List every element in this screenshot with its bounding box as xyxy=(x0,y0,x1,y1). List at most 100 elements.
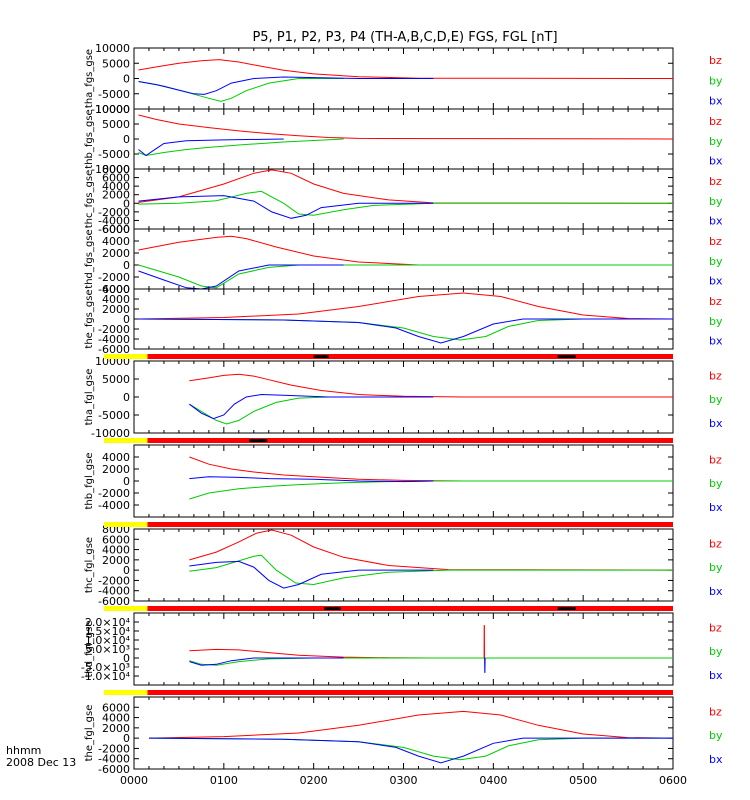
legend-by: by xyxy=(709,255,723,268)
panel-frame xyxy=(133,168,674,230)
legend-by: by xyxy=(709,315,723,328)
y-tick-label: -2000 xyxy=(98,574,130,587)
series-line-bx xyxy=(138,138,284,157)
series-line-bx xyxy=(189,393,434,420)
series-line-bz xyxy=(189,373,673,398)
y-tick-label: 0 xyxy=(123,73,130,86)
series-line-by xyxy=(138,138,344,157)
status-bar xyxy=(104,438,673,443)
y-tick-label: 5000 xyxy=(102,118,130,131)
x-tick-label: 0200 xyxy=(300,774,328,787)
y-axis-label: thc_fgl_gse xyxy=(84,537,95,593)
status-bar-red xyxy=(104,354,673,359)
y-axis-label: thb_fgs_gse xyxy=(84,109,95,168)
y-tick-label: 2000 xyxy=(102,722,130,735)
legend-bx: bx xyxy=(709,669,723,682)
series-line-bz xyxy=(138,235,673,266)
y-tick-label: 6000 xyxy=(102,223,130,236)
legend-by: by xyxy=(709,74,723,87)
legend-bx: bx xyxy=(709,275,723,288)
legend-bz: bz xyxy=(709,115,722,128)
y-tick-label: 0 xyxy=(123,313,130,326)
y-tick-label: -10000 xyxy=(91,427,130,440)
legend-by: by xyxy=(709,135,723,148)
y-axis-label: thd_fgs_gse xyxy=(84,229,95,288)
y-tick-label: -4000 xyxy=(98,214,130,227)
y-axis-label: thb_fgl_gse xyxy=(84,453,95,510)
status-bar-mark xyxy=(557,607,576,610)
y-tick-label: -4000 xyxy=(98,333,130,346)
status-bar-red xyxy=(104,606,673,611)
status-bar-yellow xyxy=(104,354,148,359)
panel-frame xyxy=(133,696,674,770)
series-line-by xyxy=(189,657,673,666)
y-tick-label: -6000 xyxy=(98,763,130,776)
legend-by: by xyxy=(709,477,723,490)
y-tick-label: 1.5×10⁴ xyxy=(85,625,131,638)
status-bar-mark xyxy=(313,355,329,358)
legend-bz: bz xyxy=(709,235,722,248)
y-tick-label: 1.0×10⁴ xyxy=(85,634,131,647)
legend-bx: bx xyxy=(709,585,723,598)
legend-bx: bx xyxy=(709,501,723,514)
y-axis-label: thc_fgs_gse xyxy=(84,170,95,229)
legend-bz: bz xyxy=(709,175,722,188)
y-tick-label: 4000 xyxy=(102,712,130,725)
legend-bz: bz xyxy=(709,54,722,67)
y-tick-label: 2000 xyxy=(102,554,130,567)
y-tick-label: -2000 xyxy=(98,742,130,755)
y-tick-label: -10000 xyxy=(91,163,130,176)
y-tick-label: 0 xyxy=(123,732,130,745)
x-tick-label: 0400 xyxy=(479,774,507,787)
legend-bz: bz xyxy=(709,453,722,466)
legend-bx: bx xyxy=(709,215,723,228)
series-line-bz xyxy=(138,292,674,320)
series-line-bx xyxy=(148,737,673,764)
status-bar xyxy=(104,606,673,611)
y-tick-label: 5.0×10³ xyxy=(85,643,130,656)
y-tick-label: -6000 xyxy=(98,223,130,236)
y-tick-label: 2000 xyxy=(102,247,130,260)
y-tick-label: 0 xyxy=(123,197,130,210)
x-tick-label: 0600 xyxy=(659,774,687,787)
series-line-by xyxy=(138,78,344,102)
series-line-bz xyxy=(189,529,674,571)
series-line-bx xyxy=(138,195,434,219)
status-bar-mark xyxy=(557,355,576,358)
date-label: 2008 Dec 13 xyxy=(6,756,76,769)
y-tick-label: 6000 xyxy=(102,701,130,714)
status-bar-red xyxy=(104,522,673,527)
series-line-bx xyxy=(138,264,344,290)
status-bar xyxy=(104,690,673,695)
series-line-bz xyxy=(148,710,674,739)
series-line-bz xyxy=(189,648,673,659)
series-line-bz xyxy=(138,114,674,140)
y-tick-label: 2000 xyxy=(102,303,130,316)
y-tick-label: 4000 xyxy=(102,235,130,248)
y-axis-label: the_fgl_gse xyxy=(84,705,95,762)
series-line-by xyxy=(189,480,673,500)
status-bar-mark xyxy=(324,607,341,610)
panel-7: 80006000400020000-2000-4000-6000thc_fgl_… xyxy=(84,523,723,608)
panel-frame xyxy=(133,528,674,602)
status-bar-yellow xyxy=(104,690,148,695)
y-tick-label: 0 xyxy=(123,133,130,146)
legend-by: by xyxy=(709,195,723,208)
y-tick-label: 10000 xyxy=(95,103,130,116)
status-bar-yellow xyxy=(104,606,148,611)
y-tick-label: 8000 xyxy=(102,163,130,176)
y-tick-label: 5000 xyxy=(102,373,130,386)
legend-bx: bx xyxy=(709,335,723,348)
y-tick-label: -6000 xyxy=(98,595,130,608)
y-tick-label: 0 xyxy=(123,564,130,577)
x-tick-label: 0100 xyxy=(210,774,238,787)
y-tick-label: 6000 xyxy=(102,283,130,296)
y-tick-label: -5.0×10³ xyxy=(81,661,130,674)
x-tick-label: 0000 xyxy=(120,774,148,787)
